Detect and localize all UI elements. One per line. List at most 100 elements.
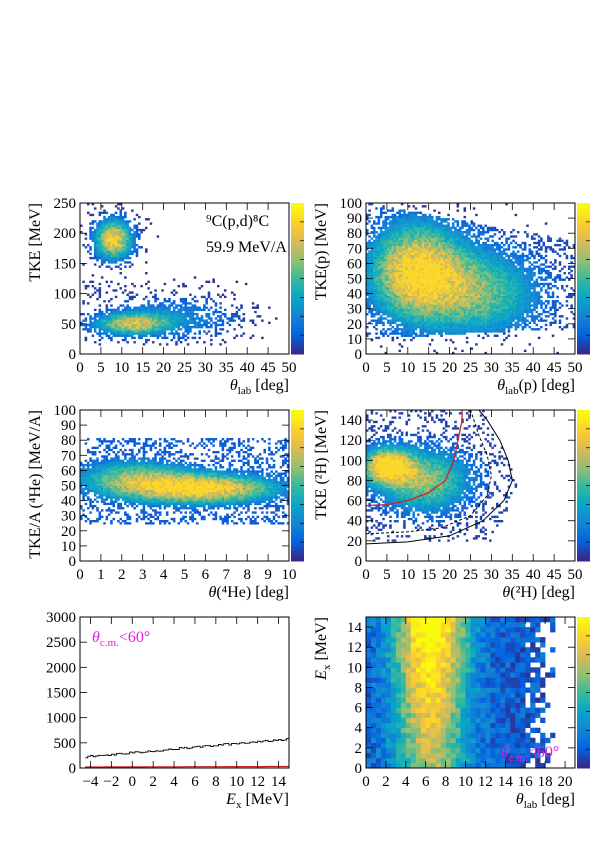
heatmap-cell [203, 304, 206, 307]
heatmap-cell [128, 334, 132, 337]
heatmap-cell [417, 274, 420, 277]
colorbar-step [291, 236, 304, 242]
heatmap-cell [389, 222, 392, 225]
heatmap-cell [400, 291, 404, 294]
heatmap-cell [391, 220, 395, 223]
heatmap-cell [449, 254, 453, 258]
heatmap-cell [410, 310, 413, 314]
heatmap-cell [523, 295, 527, 299]
heatmap-cell [145, 313, 148, 316]
heatmap-cell [212, 300, 215, 303]
heatmap-cell [89, 226, 92, 230]
heatmap-cell [489, 323, 492, 327]
heatmap-cell [410, 222, 413, 225]
heatmap-cell [407, 265, 411, 268]
heatmap-cell [419, 263, 422, 266]
heatmap-cell [484, 304, 487, 307]
heatmap-cell [516, 289, 520, 292]
heatmap-cell [417, 226, 420, 230]
heatmap-cell [96, 237, 99, 240]
heatmap-cell [426, 226, 429, 230]
heatmap-cell [389, 304, 392, 307]
colorbar-step [291, 274, 304, 279]
heatmap-cell [500, 280, 504, 284]
heatmap-cell [419, 243, 422, 247]
heatmap-cell [512, 306, 515, 309]
heatmap-cell [428, 297, 432, 301]
heatmap-cell [119, 263, 122, 266]
heatmap-cell [454, 319, 457, 322]
heatmap-cell [103, 246, 106, 249]
heatmap-cell [451, 310, 455, 314]
heatmap-cell [479, 310, 483, 314]
heatmap-cell [449, 239, 453, 243]
heatmap-cell [145, 282, 148, 286]
heatmap-cell [405, 246, 408, 249]
heatmap-cell [454, 282, 457, 286]
heatmap-cell [410, 276, 413, 279]
heatmap-cell [128, 317, 132, 320]
heatmap-cell [400, 252, 404, 255]
heatmap-cell [414, 243, 418, 247]
heatmap-cell [377, 226, 381, 230]
heatmap-cell [461, 222, 464, 225]
heatmap-cell [500, 282, 504, 286]
heatmap-cell [403, 252, 406, 255]
heatmap-cell [405, 241, 408, 245]
heatmap-cell [435, 319, 439, 322]
heatmap-cell [405, 248, 408, 251]
heatmap-cell [451, 282, 455, 286]
heatmap-cell [500, 259, 504, 262]
heatmap-cell [214, 321, 218, 324]
heatmap-cell [458, 250, 462, 253]
heatmap-cell [186, 313, 190, 316]
heatmap-cell [410, 302, 413, 305]
heatmap-cell [105, 222, 109, 225]
heatmap-cell [431, 323, 434, 327]
heatmap-cell [105, 330, 109, 333]
heatmap-cell [393, 313, 397, 316]
heatmap-cell [424, 313, 427, 316]
heatmap-cell [384, 267, 388, 271]
heatmap-cell [414, 241, 418, 245]
heatmap-cell [426, 334, 429, 337]
heatmap-cell [391, 269, 395, 273]
heatmap-cell [486, 254, 490, 258]
heatmap-cell [391, 278, 395, 281]
heatmap-cell [366, 252, 369, 255]
heatmap-cell [414, 207, 418, 210]
heatmap-cell [426, 241, 429, 245]
heatmap-cell [447, 256, 450, 260]
heatmap-cell [472, 241, 476, 245]
heatmap-cell [496, 321, 499, 324]
heatmap-cell [431, 289, 434, 292]
heatmap-cell [449, 263, 453, 266]
heatmap-cell [435, 259, 439, 262]
heatmap-cell [389, 243, 392, 247]
heatmap-cell [489, 263, 492, 266]
heatmap-cell [112, 321, 116, 324]
heatmap-cell [426, 282, 429, 286]
heatmap-cell [431, 278, 434, 281]
heatmap-cell [417, 293, 420, 296]
heatmap-cell [454, 300, 457, 303]
heatmap-cell [112, 222, 116, 225]
heatmap-cell [412, 304, 415, 307]
heatmap-cell [503, 338, 506, 342]
heatmap-cell [407, 284, 411, 288]
heatmap-cell [219, 319, 222, 322]
heatmap-cell [398, 310, 402, 314]
heatmap-cell [477, 241, 480, 245]
heatmap-cell [186, 315, 190, 318]
heatmap-cell [377, 287, 381, 290]
heatmap-cell [412, 315, 415, 318]
heatmap-cell [512, 287, 515, 290]
heatmap-cell [417, 313, 420, 316]
heatmap-cell [161, 315, 164, 318]
heatmap-cell [468, 321, 471, 324]
heatmap-cell [454, 347, 457, 350]
heatmap-cell [489, 297, 492, 301]
heatmap-cell [456, 330, 460, 333]
heatmap-cell [400, 313, 404, 316]
